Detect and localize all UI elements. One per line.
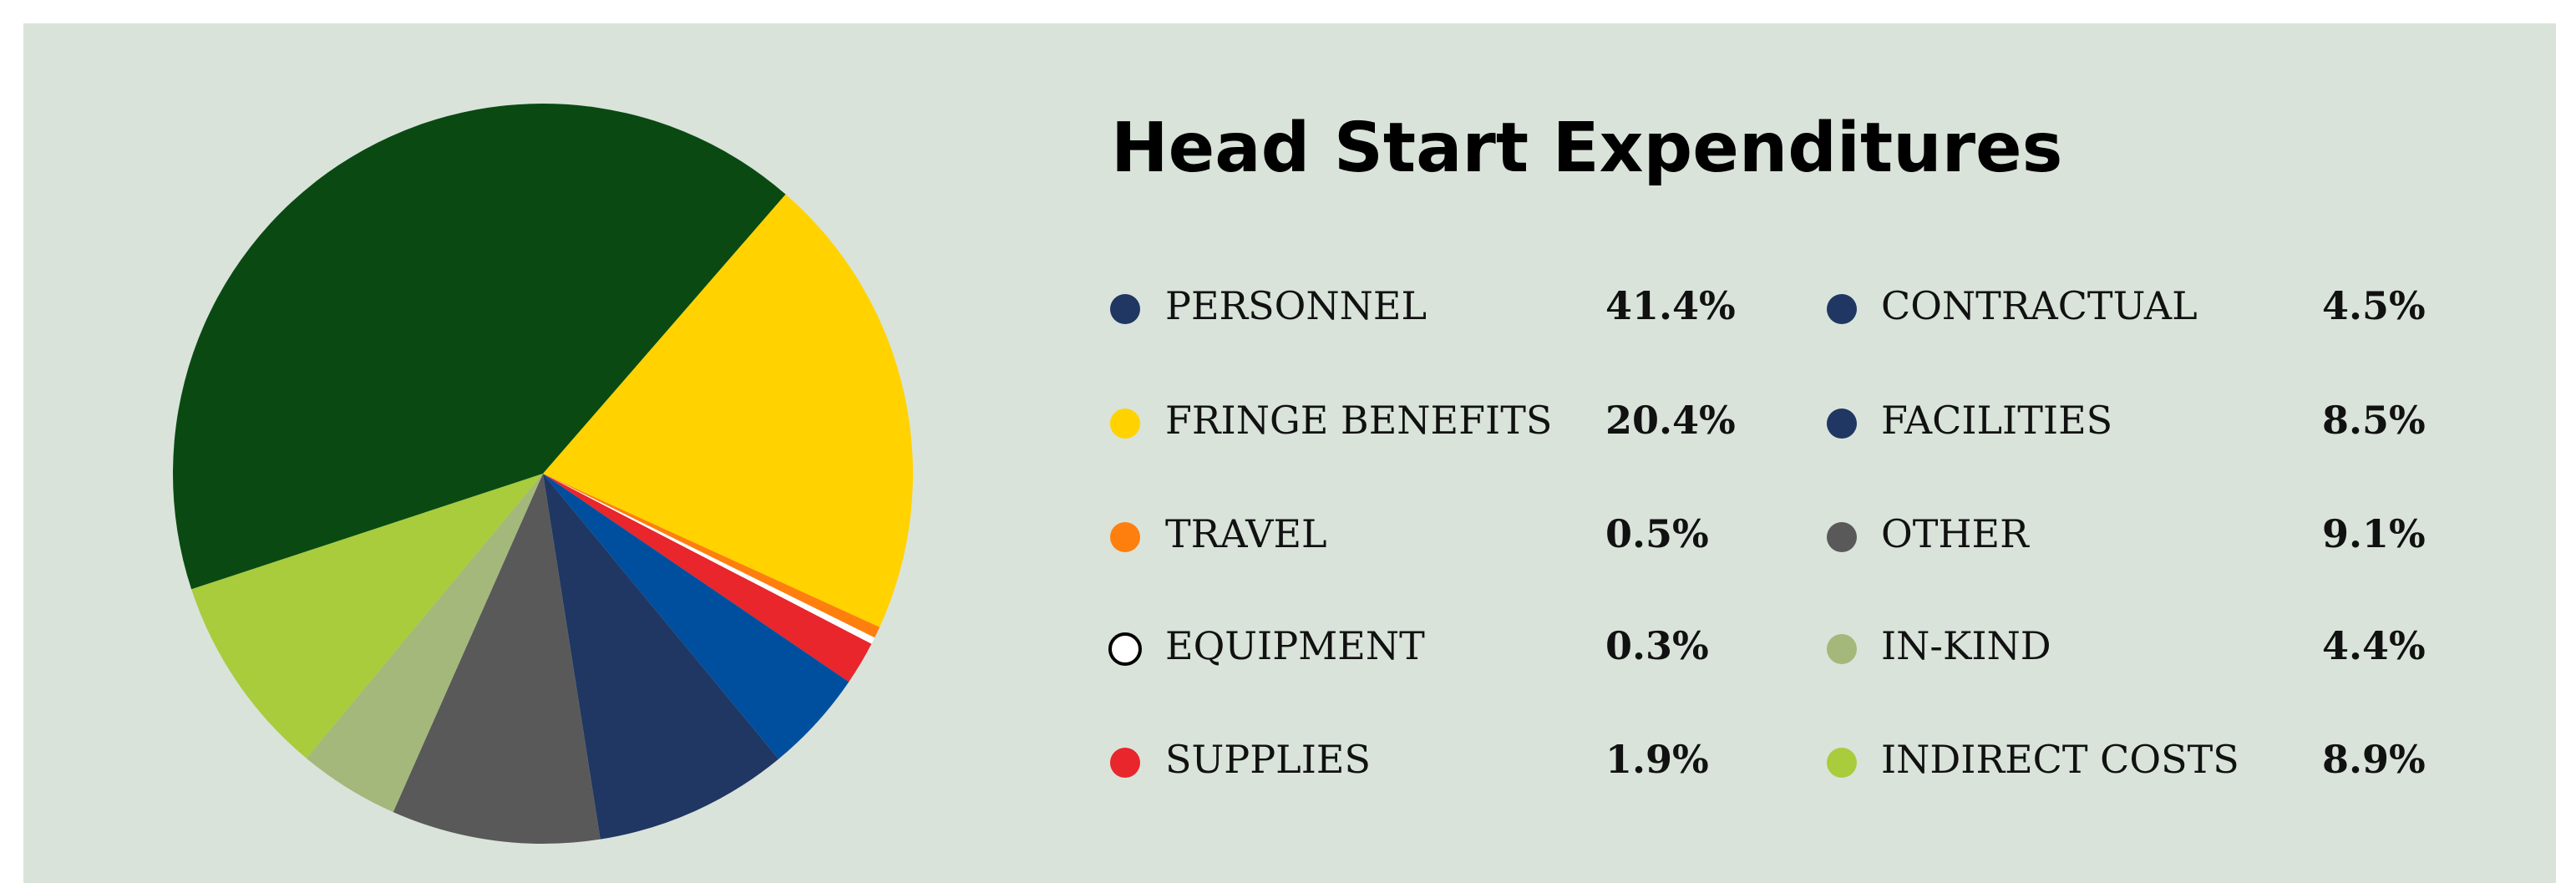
value-label: 41.4%	[1605, 283, 1736, 328]
legend-label: CONTRACTUAL	[1881, 283, 2198, 328]
legend-label: TRAVEL	[1165, 511, 1327, 556]
legend-dot	[1108, 632, 1142, 666]
legend-dot	[1110, 409, 1140, 439]
chart-title: Head Start Expenditures	[1111, 109, 2062, 188]
value-label: 8.9%	[2322, 737, 2426, 782]
legend-dot	[1110, 748, 1140, 778]
legend-label: FRINGE BENEFITS	[1165, 398, 1552, 443]
pie-slice	[306, 474, 543, 813]
legend-dot	[1110, 294, 1140, 324]
legend-dot	[1827, 409, 1857, 439]
legend-label: FACILITIES	[1881, 398, 2112, 443]
pie-slice	[173, 104, 786, 590]
value-label: 0.5%	[1605, 511, 1709, 556]
pie-slice	[543, 474, 779, 840]
value-label: 4.5%	[2322, 283, 2426, 328]
legend-dot	[1110, 522, 1140, 552]
legend-label: SUPPLIES	[1165, 737, 1371, 782]
legend-label: IN-KIND	[1881, 623, 2051, 668]
pie-slice	[543, 474, 880, 638]
legend-label: INDIRECT COSTS	[1881, 737, 2239, 782]
pie-slice	[191, 474, 543, 759]
value-label: 20.4%	[1605, 398, 1736, 443]
pie-slice	[543, 474, 872, 683]
value-label: 1.9%	[1605, 737, 1709, 782]
legend-label: PERSONNEL	[1165, 283, 1427, 328]
legend-dot	[1827, 634, 1857, 664]
legend-label: EQUIPMENT	[1165, 623, 1425, 668]
pie-slice	[393, 474, 601, 844]
legend-label: OTHER	[1881, 511, 2030, 556]
value-label: 8.5%	[2322, 398, 2426, 443]
pie-slice	[543, 194, 913, 627]
pie-slice	[543, 474, 875, 644]
legend-dot	[1827, 522, 1857, 552]
pie-slice	[543, 474, 849, 759]
value-label: 9.1%	[2322, 511, 2426, 556]
legend-dot	[1827, 294, 1857, 324]
value-label: 4.4%	[2322, 623, 2426, 668]
legend-dot	[1827, 748, 1857, 778]
value-label: 0.3%	[1605, 623, 1709, 668]
